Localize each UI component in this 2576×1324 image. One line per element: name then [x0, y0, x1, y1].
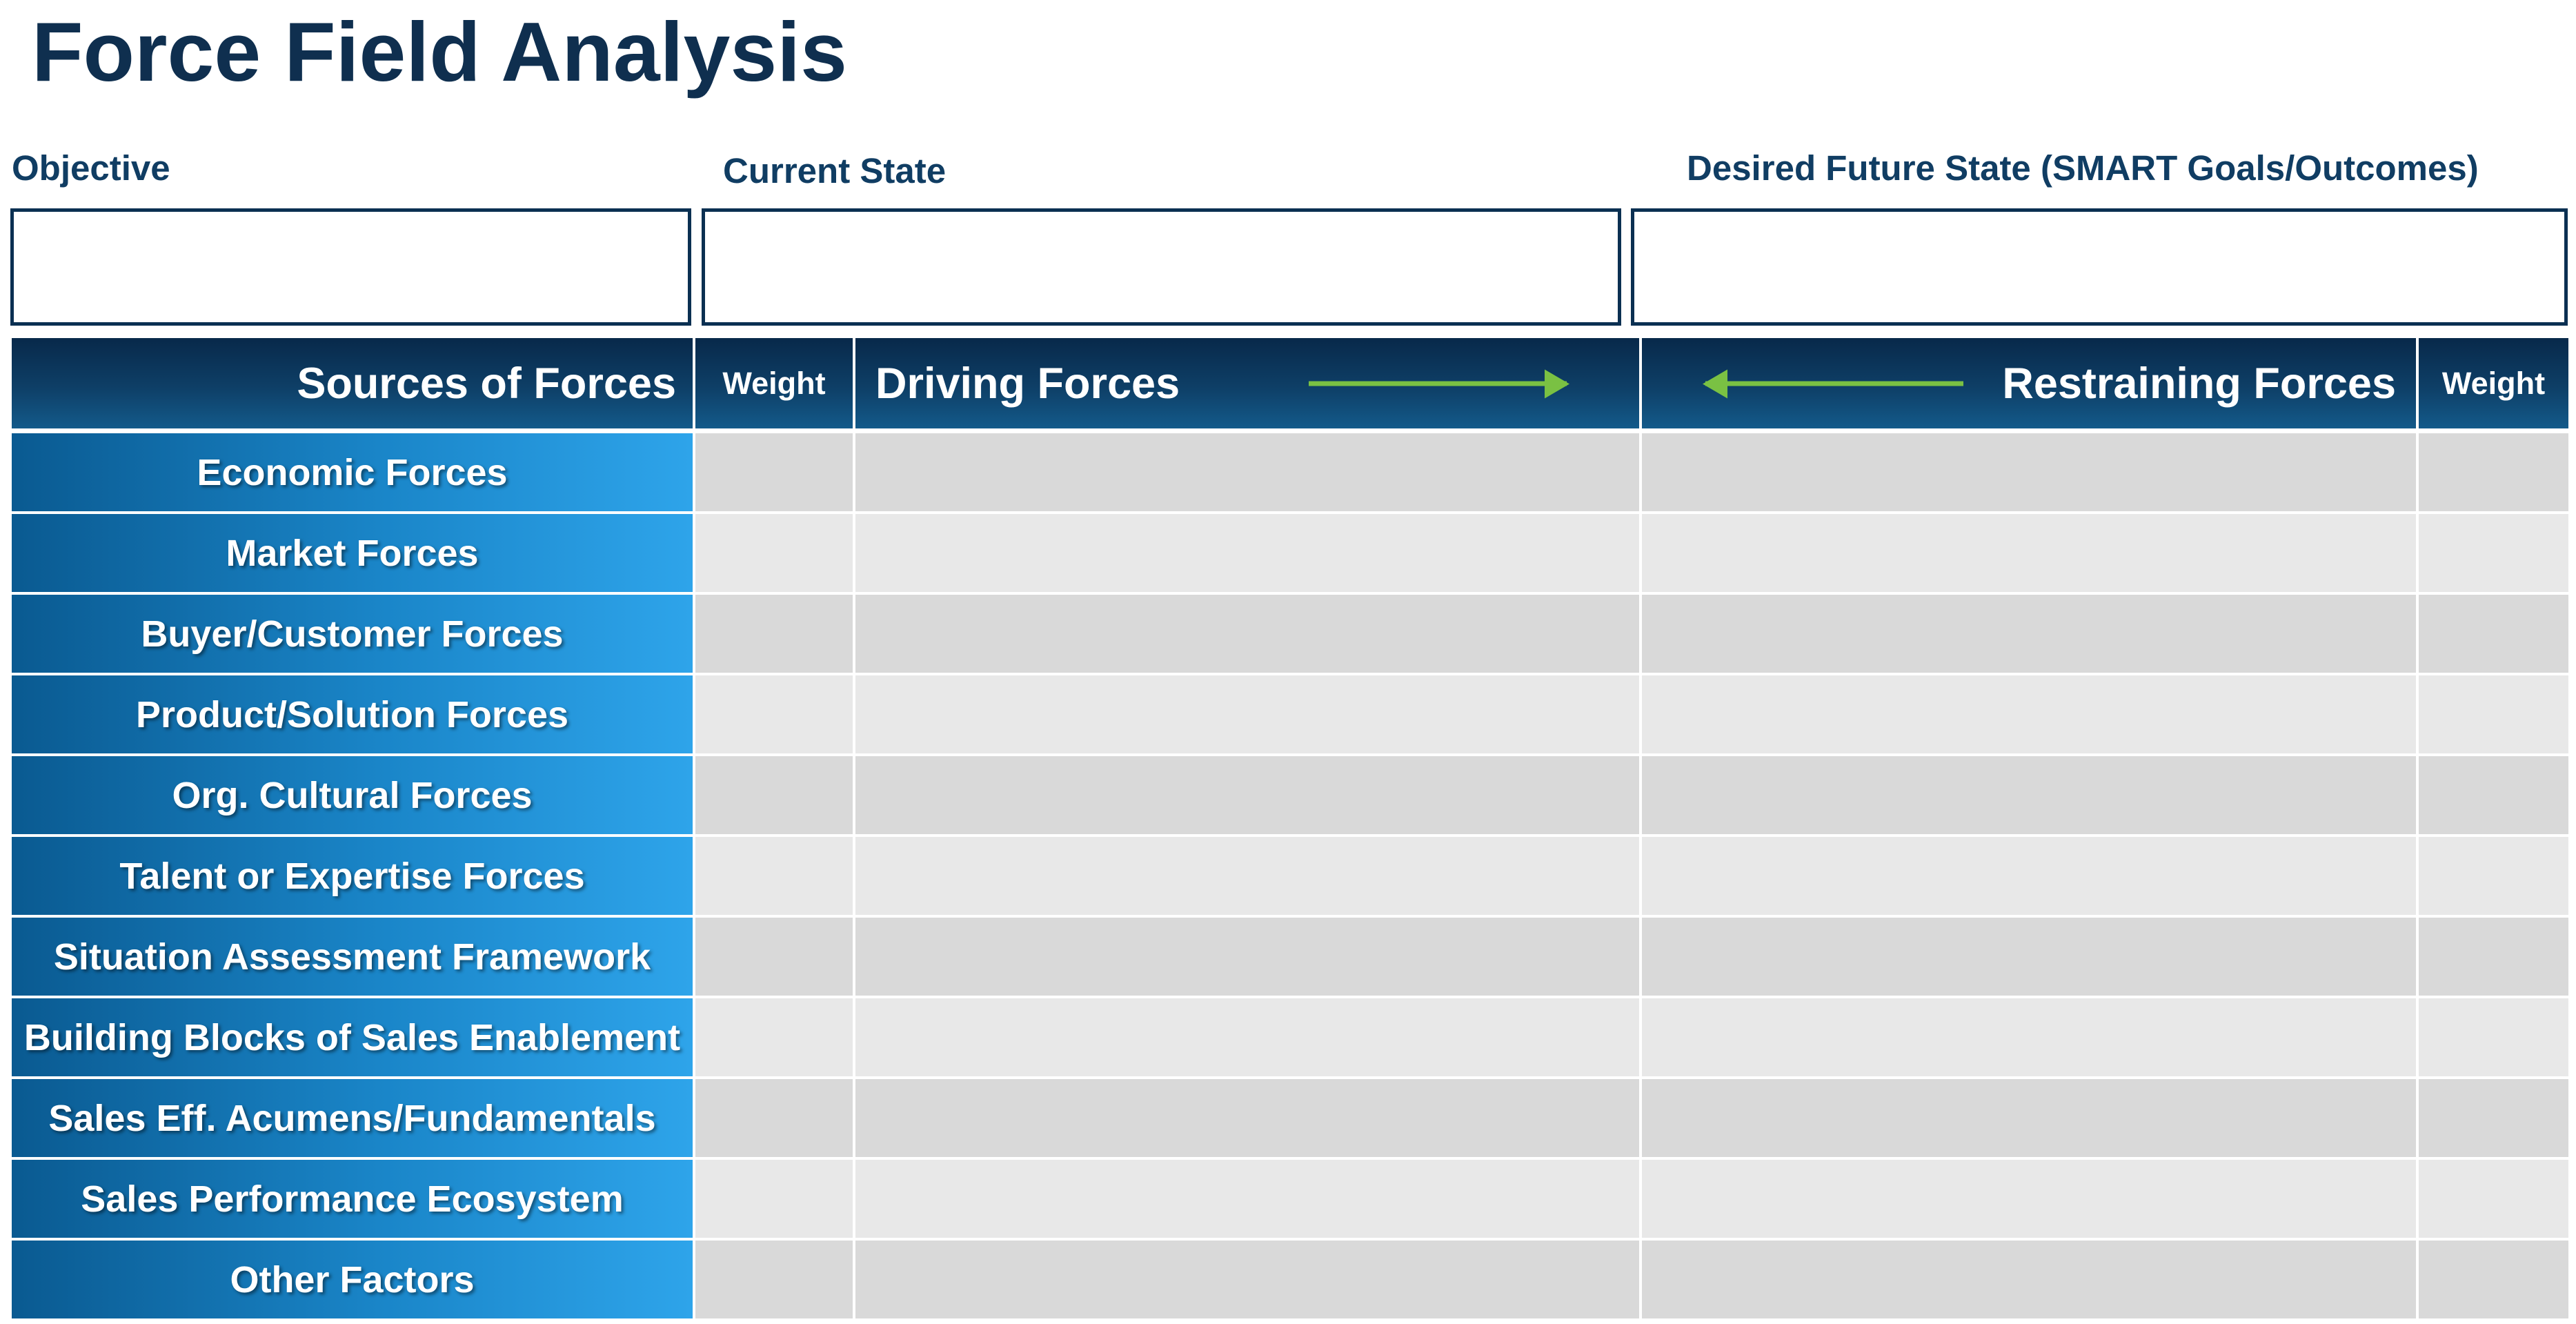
objective-field[interactable]	[10, 208, 691, 326]
restraining-force-cell[interactable]	[1642, 837, 2416, 915]
driving-force-cell[interactable]	[855, 998, 1639, 1076]
restraining-forces-header: Restraining Forces	[1642, 338, 2416, 428]
weight-left-cell[interactable]	[695, 837, 853, 915]
weight-right-cell[interactable]	[2419, 595, 2568, 673]
source-label: Buyer/Customer Forces	[12, 595, 693, 673]
table-row: Building Blocks of Sales Enablement	[12, 998, 2568, 1079]
driving-force-cell[interactable]	[855, 1079, 1639, 1157]
current-state-field[interactable]	[702, 208, 1621, 326]
restraining-force-cell[interactable]	[1642, 918, 2416, 996]
source-label: Economic Forces	[12, 433, 693, 511]
force-table-body: Economic Forces Market Forces Buyer/Custom…	[12, 433, 2568, 1321]
table-row: Situation Assessment Framework	[12, 918, 2568, 998]
table-row: Sales Eff. Acumens/Fundamentals	[12, 1079, 2568, 1160]
driving-forces-header-label: Driving Forces	[875, 359, 1180, 408]
weight-right-cell[interactable]	[2419, 433, 2568, 511]
driving-force-cell[interactable]	[855, 1160, 1639, 1238]
weight-right-cell[interactable]	[2419, 756, 2568, 834]
driving-force-cell[interactable]	[855, 756, 1639, 834]
arrow-right-icon	[1309, 369, 1569, 398]
restraining-force-cell[interactable]	[1642, 675, 2416, 753]
weight-right-cell[interactable]	[2419, 1079, 2568, 1157]
table-row: Talent or Expertise Forces	[12, 837, 2568, 918]
weight-left-cell[interactable]	[695, 1079, 853, 1157]
source-label: Market Forces	[12, 514, 693, 592]
restraining-forces-header-label: Restraining Forces	[2002, 359, 2396, 408]
sources-of-forces-header: Sources of Forces	[12, 338, 693, 428]
driving-force-cell[interactable]	[855, 1241, 1639, 1318]
restraining-force-cell[interactable]	[1642, 1241, 2416, 1318]
table-row: Buyer/Customer Forces	[12, 595, 2568, 675]
restraining-force-cell[interactable]	[1642, 1079, 2416, 1157]
page-title: Force Field Analysis	[32, 5, 847, 99]
restraining-force-cell[interactable]	[1642, 595, 2416, 673]
desired-future-state-field[interactable]	[1631, 208, 2568, 326]
table-row: Sales Performance Ecosystem	[12, 1160, 2568, 1241]
weight-left-cell[interactable]	[695, 918, 853, 996]
driving-force-cell[interactable]	[855, 514, 1639, 592]
weight-right-cell[interactable]	[2419, 514, 2568, 592]
weight-left-cell[interactable]	[695, 1160, 853, 1238]
table-row: Market Forces	[12, 514, 2568, 595]
source-label: Other Factors	[12, 1241, 693, 1318]
weight-right-cell[interactable]	[2419, 1160, 2568, 1238]
driving-force-cell[interactable]	[855, 837, 1639, 915]
arrow-left-icon	[1703, 369, 1963, 398]
weight-right-cell[interactable]	[2419, 1241, 2568, 1318]
weight-right-header-label: Weight	[2441, 365, 2546, 401]
restraining-force-cell[interactable]	[1642, 1160, 2416, 1238]
weight-right-cell[interactable]	[2419, 837, 2568, 915]
weight-right-cell[interactable]	[2419, 998, 2568, 1076]
weight-right-cell[interactable]	[2419, 675, 2568, 753]
driving-force-cell[interactable]	[855, 595, 1639, 673]
weight-left-cell[interactable]	[695, 433, 853, 511]
weight-left-cell[interactable]	[695, 514, 853, 592]
source-label: Sales Performance Ecosystem	[12, 1160, 693, 1238]
restraining-force-cell[interactable]	[1642, 998, 2416, 1076]
driving-forces-header: Driving Forces	[855, 338, 1639, 428]
desired-future-state-label: Desired Future State (SMART Goals/Outcom…	[1687, 148, 2479, 188]
table-row: Product/Solution Forces	[12, 675, 2568, 756]
weight-left-header-label: Weight	[722, 365, 826, 401]
restraining-force-cell[interactable]	[1642, 514, 2416, 592]
driving-force-cell[interactable]	[855, 675, 1639, 753]
restraining-force-cell[interactable]	[1642, 433, 2416, 511]
driving-force-cell[interactable]	[855, 918, 1639, 996]
source-label: Talent or Expertise Forces	[12, 837, 693, 915]
restraining-force-cell[interactable]	[1642, 756, 2416, 834]
table-row: Org. Cultural Forces	[12, 756, 2568, 837]
sources-of-forces-header-label: Sources of Forces	[297, 359, 676, 408]
current-state-label: Current State	[723, 151, 947, 190]
weight-right-header: Weight	[2419, 338, 2568, 428]
table-header: Sources of Forces Weight Driving Forces …	[12, 338, 2568, 428]
table-row: Other Factors	[12, 1241, 2568, 1321]
source-label: Product/Solution Forces	[12, 675, 693, 753]
source-label: Org. Cultural Forces	[12, 756, 693, 834]
source-label: Sales Eff. Acumens/Fundamentals	[12, 1079, 693, 1157]
weight-left-cell[interactable]	[695, 1241, 853, 1318]
weight-right-cell[interactable]	[2419, 918, 2568, 996]
weight-left-cell[interactable]	[695, 675, 853, 753]
source-label: Situation Assessment Framework	[12, 918, 693, 996]
weight-left-header: Weight	[695, 338, 853, 428]
weight-left-cell[interactable]	[695, 756, 853, 834]
source-label: Building Blocks of Sales Enablement	[12, 998, 693, 1076]
weight-left-cell[interactable]	[695, 998, 853, 1076]
driving-force-cell[interactable]	[855, 433, 1639, 511]
weight-left-cell[interactable]	[695, 595, 853, 673]
objective-label: Objective	[12, 148, 170, 188]
table-row: Economic Forces	[12, 433, 2568, 514]
